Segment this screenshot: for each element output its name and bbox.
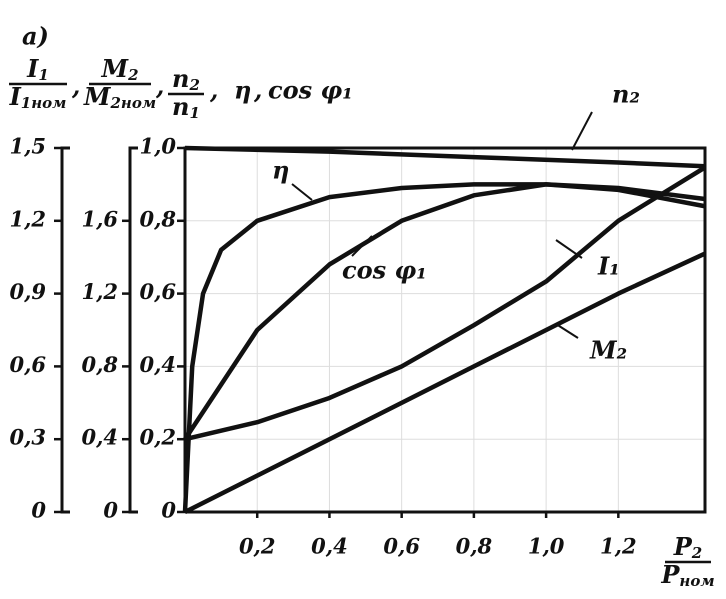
y-axis-line (128, 146, 138, 514)
y-tick-label: 1,6 (81, 206, 118, 231)
x-tick-label: 1,2 (600, 534, 637, 559)
leader-line (351, 235, 373, 257)
fraction-denominator: n1 (172, 92, 200, 123)
fraction-numerator: I1 (26, 54, 49, 85)
leader-line (291, 183, 313, 201)
series-line (184, 165, 707, 442)
subscript: 2 (127, 66, 138, 84)
y-tick-label: 0,8 (139, 206, 176, 231)
y-tick-label: 0,3 (9, 425, 46, 450)
y-tick-label: 1,5 (9, 134, 46, 159)
subscript: 2 (189, 76, 200, 94)
subscript: 1 (190, 104, 200, 122)
symbol: P (673, 532, 693, 561)
subscript: 1ном (21, 94, 67, 112)
y-tick-label: 0 (103, 498, 118, 523)
y-tick-label: 0,4 (81, 425, 118, 450)
x-tick-label: 0,8 (456, 534, 493, 559)
symbol: I (26, 54, 39, 83)
separator: , (155, 72, 164, 101)
series-line (183, 251, 706, 515)
y-tick-label: 1,2 (9, 206, 46, 231)
leader-line (555, 323, 579, 339)
separator: , (209, 76, 218, 105)
plot-frame (183, 146, 707, 514)
fraction-denominator: M2ном (83, 82, 156, 113)
subscript: 2 (691, 544, 702, 562)
symbol: M (83, 82, 112, 111)
panel-label: a) (22, 22, 49, 51)
subscript: 1 (38, 66, 48, 84)
subscript: 2ном (109, 94, 156, 112)
curve-label: n₂ (612, 80, 640, 109)
fraction-denominator: I1ном (9, 82, 67, 113)
series-line (184, 145, 706, 169)
curve-label: I₁ (597, 252, 620, 281)
symbol: n (172, 64, 189, 93)
header-cos: cos φ₁ (268, 76, 353, 105)
y-tick-label: 0,2 (139, 425, 176, 450)
fraction-numerator: n2 (172, 64, 200, 95)
y-tick-label: 1,2 (81, 279, 118, 304)
fraction-denominator: Pном (660, 560, 714, 591)
y-axis-line (60, 146, 70, 514)
curve-label: η (272, 156, 289, 185)
leader-line (555, 239, 583, 259)
leader-line (571, 111, 593, 151)
symbol: P (660, 560, 680, 589)
y-tick-label: 0,8 (81, 352, 118, 377)
symbol: n (172, 92, 189, 121)
symbol: M (100, 54, 129, 83)
y-tick-label: 0 (161, 498, 176, 523)
y-tick-label: 0,4 (139, 352, 176, 377)
x-tick-label: 1,0 (528, 534, 565, 559)
symbol: I (9, 82, 22, 111)
y-tick-label: 0 (31, 498, 46, 523)
y-tick-label: 1,0 (139, 134, 176, 159)
y-tick-label: 0,6 (9, 352, 46, 377)
x-tick-label: 0,2 (239, 534, 276, 559)
x-tick-label: 0,6 (383, 534, 420, 559)
header-eta: η (234, 76, 251, 105)
subscript: ном (679, 572, 714, 590)
y-tick-label: 0,6 (139, 279, 176, 304)
y-tick-label: 0,9 (9, 279, 46, 304)
separator: , (253, 76, 262, 105)
curve-label: M₂ (589, 336, 627, 365)
fraction-numerator: M2 (100, 54, 138, 85)
curve-label: cos φ₁ (342, 256, 427, 285)
separator: , (71, 72, 80, 101)
x-tick-label: 0,4 (311, 534, 348, 559)
fraction-numerator: P2 (673, 532, 702, 563)
series-line (183, 182, 706, 441)
